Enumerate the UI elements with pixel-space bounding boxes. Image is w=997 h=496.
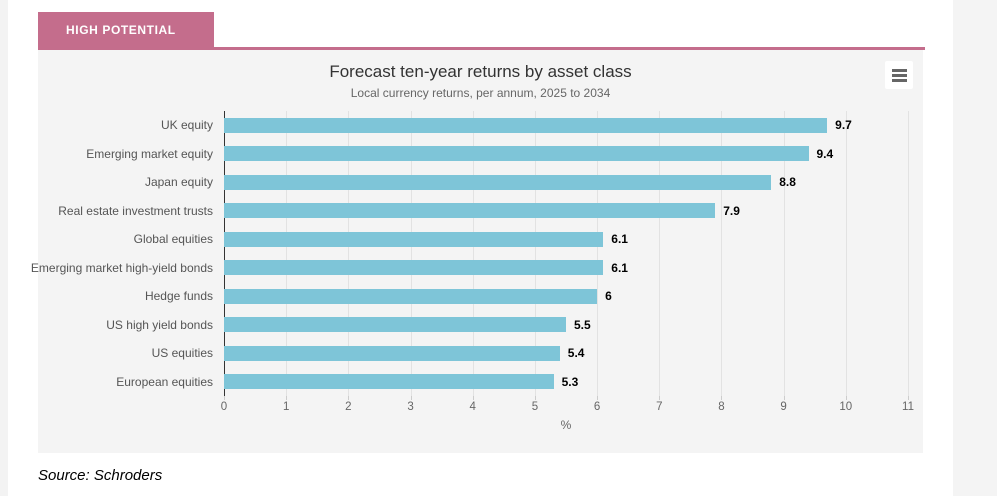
gridline <box>410 111 412 396</box>
x-tick-label: 3 <box>407 401 414 413</box>
value-label: 5.3 <box>561 374 579 389</box>
gridline <box>659 111 661 396</box>
value-label: 5.4 <box>567 346 585 361</box>
x-tick-mark <box>597 396 599 400</box>
bar-global-equities[interactable] <box>224 231 604 247</box>
value-label: 6.1 <box>611 260 628 275</box>
category-label: Real estate investment trusts <box>58 203 213 218</box>
bar-row: Real estate investment trusts 7.9 <box>58 197 908 226</box>
category-label: Hedge funds <box>144 289 213 304</box>
x-tick-mark <box>224 396 225 400</box>
bar-row: European equities 5.3 <box>116 368 908 397</box>
bar-real-estate-investment-trusts[interactable] <box>224 203 716 219</box>
x-axis-title: % <box>560 418 572 432</box>
category-label: European equities <box>116 374 213 389</box>
gridline <box>783 111 785 396</box>
x-tick-mark <box>783 396 785 400</box>
gridline <box>845 111 847 396</box>
category-axis-line <box>224 111 225 396</box>
page-edge-left <box>0 0 8 496</box>
x-tick-mark <box>534 396 536 400</box>
x-tick-label: 5 <box>531 401 539 413</box>
bar-row: US equities 5.4 <box>152 339 908 368</box>
x-tick-mark <box>845 396 847 400</box>
hamburger-bar <box>891 78 907 82</box>
source-note: Source: Schroders <box>38 467 163 484</box>
page-edge-right <box>953 0 997 496</box>
x-tick-mark <box>659 396 661 400</box>
bar-japan-equity[interactable] <box>224 174 772 190</box>
gridline <box>472 111 474 396</box>
x-tick-mark <box>908 396 909 400</box>
bar-row: Global equities 6.1 <box>134 225 908 254</box>
bar-row: Hedge funds 6 <box>145 282 908 311</box>
x-tick-mark <box>721 396 723 400</box>
chart-title: Forecast ten-year returns by asset class <box>329 62 632 81</box>
x-tick-label: 8 <box>718 401 725 413</box>
x-tick-label: 11 <box>902 401 914 413</box>
plot-area: UK equity 9.7 Emerging market equity 9.4 Jap… <box>31 111 909 397</box>
category-label: US high yield bonds <box>106 317 213 332</box>
x-tick-mark <box>410 396 412 400</box>
category-label: US equities <box>151 346 213 361</box>
chart-subtitle: Local currency returns, per annum, 2025 … <box>350 86 611 100</box>
value-label: 6 <box>605 289 612 304</box>
bar-hedge-funds[interactable] <box>224 288 598 304</box>
category-label: Japan equity <box>144 175 213 190</box>
value-label: 9.7 <box>835 118 852 133</box>
value-label: 9.4 <box>816 146 834 161</box>
bar-us-equities[interactable] <box>224 345 560 361</box>
value-label: 8.8 <box>779 175 796 190</box>
bar-row: Emerging market equity 9.4 <box>86 140 908 169</box>
gridline <box>597 111 599 396</box>
gridline <box>908 111 909 396</box>
gridline <box>534 111 536 396</box>
category-label: Global equities <box>133 232 213 247</box>
tab-high-potential[interactable]: HIGH POTENTIAL <box>38 12 214 47</box>
chart-panel: Forecast ten-year returns by asset class… <box>31 50 923 453</box>
category-label: Emerging market equity <box>86 146 213 161</box>
value-label: 5.5 <box>574 317 591 332</box>
x-tick-label: 6 <box>593 401 601 413</box>
x-axis: 0 1 2 3 4 5 6 7 8 9 10 11 <box>220 396 914 418</box>
gridline <box>721 111 723 396</box>
hamburger-bar <box>891 73 907 77</box>
bar-row: UK equity 9.7 <box>161 111 908 140</box>
value-label: 7.9 <box>723 203 740 218</box>
x-tick-label: 1 <box>282 401 290 413</box>
x-tick-label: 0 <box>220 401 228 413</box>
x-tick-label: 4 <box>469 401 476 413</box>
x-tick-label: 10 <box>839 401 853 413</box>
hamburger-icon[interactable] <box>885 61 913 89</box>
bar-row: Emerging market high-yield bonds 6.1 <box>31 254 908 283</box>
tab-underline <box>38 47 925 50</box>
x-tick-mark <box>286 396 288 400</box>
main-content: HIGH POTENTIAL Forecast ten-year returns… <box>31 12 925 484</box>
bar-european-equities[interactable] <box>224 374 554 390</box>
category-label: Emerging market high-yield bonds <box>30 260 213 275</box>
x-tick-label: 7 <box>656 401 663 413</box>
hamburger-bar <box>891 68 907 72</box>
bar-emerging-market-equity[interactable] <box>224 146 809 162</box>
bar-emerging-market-high-yield-bonds[interactable] <box>224 260 604 276</box>
x-tick-mark <box>472 396 474 400</box>
gridline <box>286 111 288 396</box>
x-tick-label: 2 <box>345 401 352 413</box>
bar-us-high-yield-bonds[interactable] <box>224 317 566 333</box>
x-tick-label: 9 <box>780 401 787 413</box>
gridline <box>348 111 350 396</box>
bar-uk-equity[interactable] <box>224 117 828 133</box>
x-tick-mark <box>348 396 350 400</box>
category-label: UK equity <box>160 118 213 133</box>
bar-row: US high yield bonds 5.5 <box>106 311 908 340</box>
value-label: 6.1 <box>611 232 628 247</box>
bar-row: Japan equity 8.8 <box>145 168 908 197</box>
